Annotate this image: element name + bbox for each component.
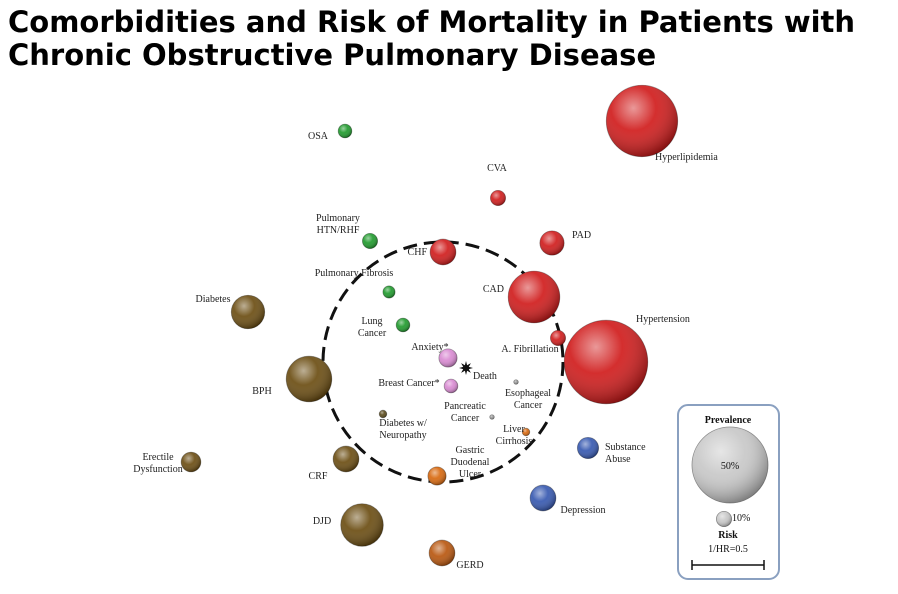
bubble-label: Cancer [358, 328, 387, 339]
bubble [337, 123, 353, 139]
bubble [428, 539, 456, 567]
legend-risk-title: Risk [718, 530, 738, 541]
bubble-label: PAD [572, 230, 591, 241]
bubble [529, 484, 557, 512]
legend-title: Prevalence [705, 415, 752, 426]
bubble-label: CHF [408, 247, 428, 258]
bubble-label: Depression [561, 505, 606, 516]
chart-title: Comorbidities and Risk of Mortality in P… [8, 5, 855, 39]
bubble-label: Cancer [451, 413, 480, 424]
bubble [539, 230, 565, 256]
bubble-label: Diabetes w/ [379, 418, 427, 429]
bubble-label: Breast Cancer* [378, 378, 439, 389]
risk-threshold-circle [321, 240, 565, 484]
bubble [489, 414, 495, 420]
bubble-label: CVA [487, 163, 508, 174]
bubble-label: OSA [308, 131, 329, 142]
bubble [576, 436, 600, 460]
bubble [427, 466, 447, 486]
chart-title: Chronic Obstructive Pulmonary Disease [8, 38, 656, 72]
center-label: Death [473, 371, 497, 382]
bubble [180, 451, 202, 473]
bubble-label: HTN/RHF [317, 225, 360, 236]
bubble-label: Cancer [514, 400, 543, 411]
bubble [507, 270, 561, 324]
bubble [443, 378, 459, 394]
bubble [382, 285, 396, 299]
risk-scale-bar [691, 560, 765, 570]
bubble-label: Lung [361, 316, 382, 327]
death-star [459, 361, 473, 375]
bubble [489, 189, 506, 206]
bubble-label: Hypertension [636, 314, 690, 325]
legend-size-label: 10% [732, 513, 750, 524]
bubble-label: Neuropathy [379, 430, 426, 441]
legend-bubble-shine [692, 427, 768, 503]
bubble-label: GERD [456, 560, 483, 571]
bubble-label: Anxiety* [411, 342, 448, 353]
bubble-label: Hyperlipidemia [655, 152, 718, 163]
bubble-label: Pancreatic [444, 401, 486, 412]
bubble-label: Liver [503, 424, 525, 435]
bubble-label: DJD [313, 516, 331, 527]
bubble-label: Pulmonary Fibrosis [315, 268, 394, 279]
bubble-label: Dysfunction [133, 464, 182, 475]
bubble [332, 445, 360, 473]
bubble-label: Gastric [456, 445, 485, 456]
bubble-label: CAD [483, 284, 504, 295]
bubble-label: BPH [252, 386, 271, 397]
bubble-label: Diabetes [196, 294, 231, 305]
legend-size-label: 50% [721, 461, 739, 472]
legend-risk-label: 1/HR=0.5 [708, 544, 748, 555]
bubble-label: Abuse [605, 454, 631, 465]
bubble [513, 379, 519, 385]
bubble-label: Substance [605, 442, 646, 453]
bubble-label: Ulcer [459, 469, 482, 480]
bubble [395, 317, 411, 333]
bubble-label: Erectile [142, 452, 174, 463]
bubble [361, 232, 378, 249]
bubble [563, 319, 649, 405]
bubble [429, 238, 457, 266]
bubble-label: Pulmonary [316, 213, 360, 224]
legend-bubble-shine [716, 511, 732, 527]
bubble-label: Duodenal [451, 457, 490, 468]
bubble [605, 84, 679, 158]
bubble [378, 409, 388, 419]
bubble-label: Cirrhosis [496, 436, 533, 447]
bubble [340, 503, 384, 547]
bubble-label: A. Fibrillation [501, 344, 558, 355]
bubble-label: Esophageal [505, 388, 551, 399]
bubble [230, 294, 266, 330]
bubble [285, 355, 333, 403]
bubble-label: CRF [309, 471, 328, 482]
